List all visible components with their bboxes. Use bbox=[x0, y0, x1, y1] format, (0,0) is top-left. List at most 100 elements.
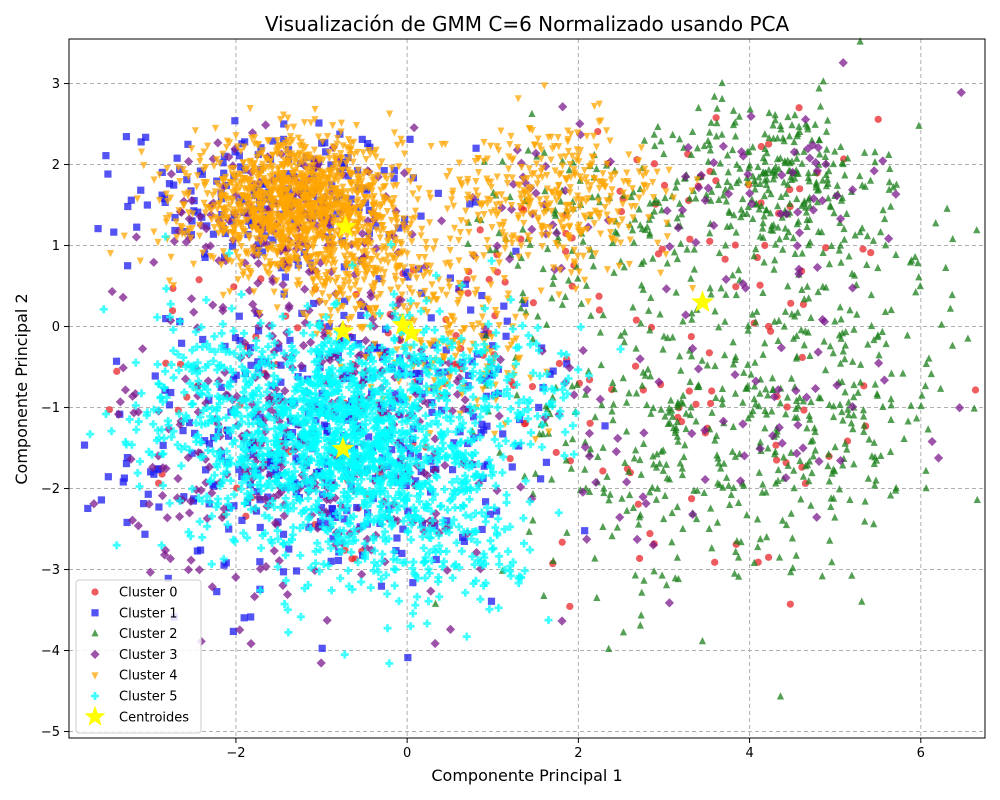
cluster-2-point bbox=[737, 537, 745, 546]
cluster-1-point bbox=[448, 466, 457, 474]
cluster-1-point bbox=[191, 429, 199, 437]
cluster-3-point bbox=[648, 540, 658, 550]
cluster-2-point bbox=[739, 194, 747, 203]
cluster-1-point bbox=[247, 344, 255, 352]
cluster-4-point bbox=[283, 210, 292, 218]
cluster-2-point bbox=[650, 207, 658, 215]
cluster-4-point bbox=[322, 194, 330, 202]
cluster-3-point bbox=[661, 284, 672, 294]
cluster-2-point bbox=[629, 503, 637, 511]
cluster-5-point bbox=[281, 458, 290, 467]
cluster-5-point bbox=[174, 366, 183, 375]
cluster-2-point bbox=[798, 159, 806, 167]
cluster-4-point bbox=[284, 114, 292, 122]
cluster-2-point bbox=[837, 142, 845, 151]
chart-title: Visualización de GMM C=6 Normalizado usa… bbox=[265, 12, 790, 36]
cluster-5-point bbox=[350, 387, 359, 396]
cluster-4-point bbox=[277, 243, 286, 252]
cluster-4-point bbox=[244, 264, 252, 272]
cluster-1-point bbox=[180, 493, 188, 501]
cluster-2-point bbox=[605, 644, 613, 652]
cluster-4-point bbox=[590, 175, 598, 183]
cluster-2-point bbox=[790, 484, 798, 492]
cluster-3-point bbox=[741, 283, 751, 293]
cluster-5-point bbox=[267, 483, 276, 492]
cluster-4-point bbox=[443, 205, 451, 213]
cluster-4-point bbox=[226, 288, 234, 296]
cluster-2-point bbox=[886, 164, 894, 172]
cluster-4-point bbox=[337, 128, 345, 136]
cluster-2-point bbox=[653, 484, 662, 492]
cluster-4-point bbox=[315, 172, 323, 180]
cluster-4-point bbox=[327, 260, 336, 268]
cluster-3-point bbox=[187, 196, 197, 206]
cluster-2-point bbox=[885, 178, 894, 186]
cluster-4-point bbox=[484, 244, 492, 253]
cluster-4-point bbox=[478, 322, 487, 330]
cluster-1-point bbox=[381, 325, 390, 333]
cluster-5-point bbox=[387, 240, 396, 249]
cluster-2-point bbox=[804, 125, 812, 133]
cluster-4-point bbox=[355, 287, 363, 295]
cluster-4-point bbox=[623, 194, 631, 202]
cluster-4-point bbox=[267, 261, 275, 269]
cluster-3-point bbox=[160, 545, 171, 555]
cluster-4-point bbox=[201, 209, 210, 217]
cluster-4-point bbox=[352, 198, 361, 207]
cluster-4-point bbox=[258, 160, 267, 169]
cluster-4-point bbox=[311, 105, 319, 114]
cluster-4-point bbox=[545, 231, 553, 239]
cluster-2-point bbox=[724, 168, 732, 176]
cluster-4-point bbox=[689, 285, 697, 293]
cluster-2-point bbox=[838, 407, 846, 416]
cluster-4-point bbox=[266, 212, 274, 221]
cluster-3-point bbox=[173, 474, 183, 484]
cluster-2-point bbox=[841, 388, 849, 396]
cluster-1-point bbox=[213, 587, 221, 596]
cluster-2-point bbox=[711, 361, 719, 370]
cluster-5-point bbox=[349, 342, 358, 351]
cluster-3-point bbox=[550, 264, 560, 275]
cluster-2-point bbox=[826, 201, 834, 209]
cluster-4-point bbox=[498, 229, 507, 237]
cluster-4-point bbox=[568, 152, 576, 160]
cluster-4-point bbox=[526, 125, 534, 133]
cluster-4-point bbox=[566, 189, 574, 197]
cluster-3-point bbox=[307, 266, 317, 276]
cluster-3-point bbox=[89, 499, 99, 509]
cluster-2-point bbox=[731, 452, 740, 460]
cluster-4-point bbox=[602, 127, 611, 135]
cluster-3-point bbox=[204, 462, 214, 472]
cluster-3-point bbox=[721, 274, 731, 285]
cluster-2-point bbox=[887, 394, 895, 403]
cluster-2-point bbox=[836, 303, 844, 311]
cluster-4-point bbox=[669, 194, 678, 202]
cluster-4-point bbox=[373, 294, 381, 302]
cluster-4-point bbox=[573, 129, 582, 137]
cluster-5-point bbox=[385, 354, 394, 363]
cluster-2-point bbox=[676, 352, 684, 360]
cluster-1-point bbox=[404, 653, 412, 662]
cluster-2-point bbox=[882, 339, 890, 348]
cluster-2-point bbox=[768, 222, 776, 230]
cluster-5-point bbox=[314, 496, 323, 505]
cluster-4-point bbox=[347, 145, 355, 153]
cluster-4-point bbox=[221, 173, 230, 182]
cluster-4-point bbox=[608, 186, 616, 194]
cluster-4-point bbox=[249, 244, 257, 252]
cluster-5-point bbox=[383, 444, 392, 453]
cluster-0-point bbox=[799, 300, 808, 309]
cluster-4-point bbox=[399, 277, 407, 286]
cluster-4-point bbox=[468, 251, 476, 259]
cluster-2-point bbox=[630, 454, 638, 462]
cluster-2-point bbox=[782, 410, 790, 418]
cluster-2-point bbox=[626, 490, 634, 499]
cluster-1-point bbox=[232, 371, 240, 379]
cluster-1-point bbox=[414, 452, 422, 460]
cluster-1-point bbox=[230, 502, 238, 510]
cluster-2-point bbox=[540, 148, 548, 156]
cluster-3-point bbox=[330, 451, 340, 462]
cluster-1-point bbox=[142, 133, 150, 141]
cluster-2-point bbox=[942, 263, 950, 271]
cluster-5-point bbox=[263, 437, 272, 446]
